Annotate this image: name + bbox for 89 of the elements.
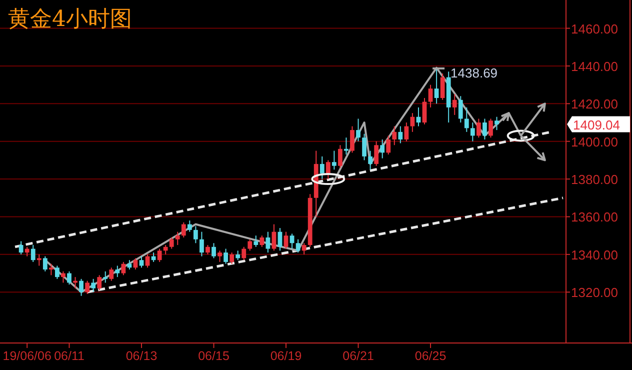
candlestick — [440, 73, 445, 100]
candlestick — [296, 238, 300, 254]
candlestick — [193, 226, 198, 244]
candlestick — [67, 270, 72, 286]
candlestick — [398, 126, 403, 144]
candlestick — [422, 98, 427, 125]
candlestick — [458, 96, 463, 123]
y-tick-label: 1420.00 — [571, 96, 618, 112]
x-tick-label: 06/25 — [414, 349, 446, 363]
candlestick — [36, 254, 42, 266]
candlestick — [42, 256, 48, 272]
candlestick — [266, 231, 270, 254]
candlestick — [350, 126, 354, 154]
candlestick — [91, 278, 96, 293]
candlestick — [284, 231, 288, 250]
candlestick — [290, 233, 294, 250]
x-tick-label: 19/06/06 — [2, 349, 52, 363]
candlestick — [464, 106, 469, 132]
candlestick — [374, 140, 379, 166]
candlestick — [476, 118, 481, 138]
candlestick — [380, 138, 385, 159]
annotation: 1438.69 — [450, 65, 498, 80]
candlestick — [278, 228, 282, 252]
candlestick — [452, 94, 457, 116]
y-tick-label: 1340.00 — [571, 247, 618, 262]
candlestick — [218, 250, 222, 262]
candlestick — [109, 267, 114, 282]
candlestick — [254, 235, 258, 248]
text: 1409.04 — [573, 117, 620, 132]
candlestick — [434, 68, 439, 104]
candlestick — [230, 252, 234, 264]
x-tick-label: 06/11 — [54, 349, 84, 363]
candlestick — [470, 122, 475, 142]
x-tick-label: 06/19 — [270, 349, 302, 363]
candlestick — [392, 126, 397, 146]
candlestick — [488, 118, 493, 138]
candlestick — [482, 118, 487, 140]
candlestick — [326, 160, 330, 180]
candlestick — [236, 250, 240, 261]
candlestick — [200, 231, 204, 257]
chart-title: 黄金4小时图 — [8, 7, 132, 32]
candlestick — [206, 244, 210, 255]
x-tick-label: 06/13 — [126, 349, 158, 363]
y-tick-label: 1400.00 — [571, 134, 618, 150]
candlestick — [368, 150, 373, 170]
candlestick — [404, 122, 409, 142]
candlestick — [224, 248, 228, 264]
candlestick — [212, 242, 216, 259]
candlestick — [175, 231, 180, 246]
candlestick — [85, 280, 90, 294]
candlestick — [356, 118, 360, 142]
y-tick-label: 1380.00 — [571, 172, 618, 188]
candlestick — [302, 242, 306, 255]
candlestick — [163, 244, 168, 255]
x-tick-label: 06/21 — [342, 349, 374, 363]
candlestick — [61, 270, 66, 284]
candlestick — [103, 270, 108, 284]
candlestick — [48, 263, 54, 276]
candlestick — [169, 236, 174, 250]
y-tick-label: 1440.00 — [571, 58, 618, 74]
candlestick — [133, 258, 138, 270]
candlestick — [30, 244, 36, 262]
candlestick — [248, 238, 252, 252]
candlestick — [187, 220, 192, 232]
candlestick — [260, 235, 264, 248]
candlestick — [320, 156, 324, 180]
candlestick — [24, 246, 30, 257]
candlestick — [338, 144, 342, 168]
candlestick — [18, 240, 24, 255]
candlestick — [242, 246, 246, 261]
candlestick — [332, 150, 336, 170]
candlestick — [272, 224, 276, 252]
candlestick — [494, 116, 499, 131]
y-tick-label: 1320.00 — [571, 285, 618, 300]
candlestick — [79, 278, 84, 296]
candlestick — [362, 133, 366, 161]
candlestick — [55, 265, 60, 280]
y-tick-label: 1460.00 — [571, 21, 618, 36]
candlestick — [386, 135, 391, 156]
candlestick — [181, 222, 186, 238]
candlestick — [410, 112, 415, 132]
y-tick-label: 1360.00 — [571, 210, 618, 225]
candlestick — [157, 248, 162, 262]
candlestick — [97, 274, 102, 291]
x-tick-label: 06/15 — [198, 349, 230, 363]
candlestick — [344, 137, 348, 156]
candlestick — [428, 84, 433, 108]
candlestick — [115, 265, 120, 278]
candlestick — [121, 261, 126, 276]
